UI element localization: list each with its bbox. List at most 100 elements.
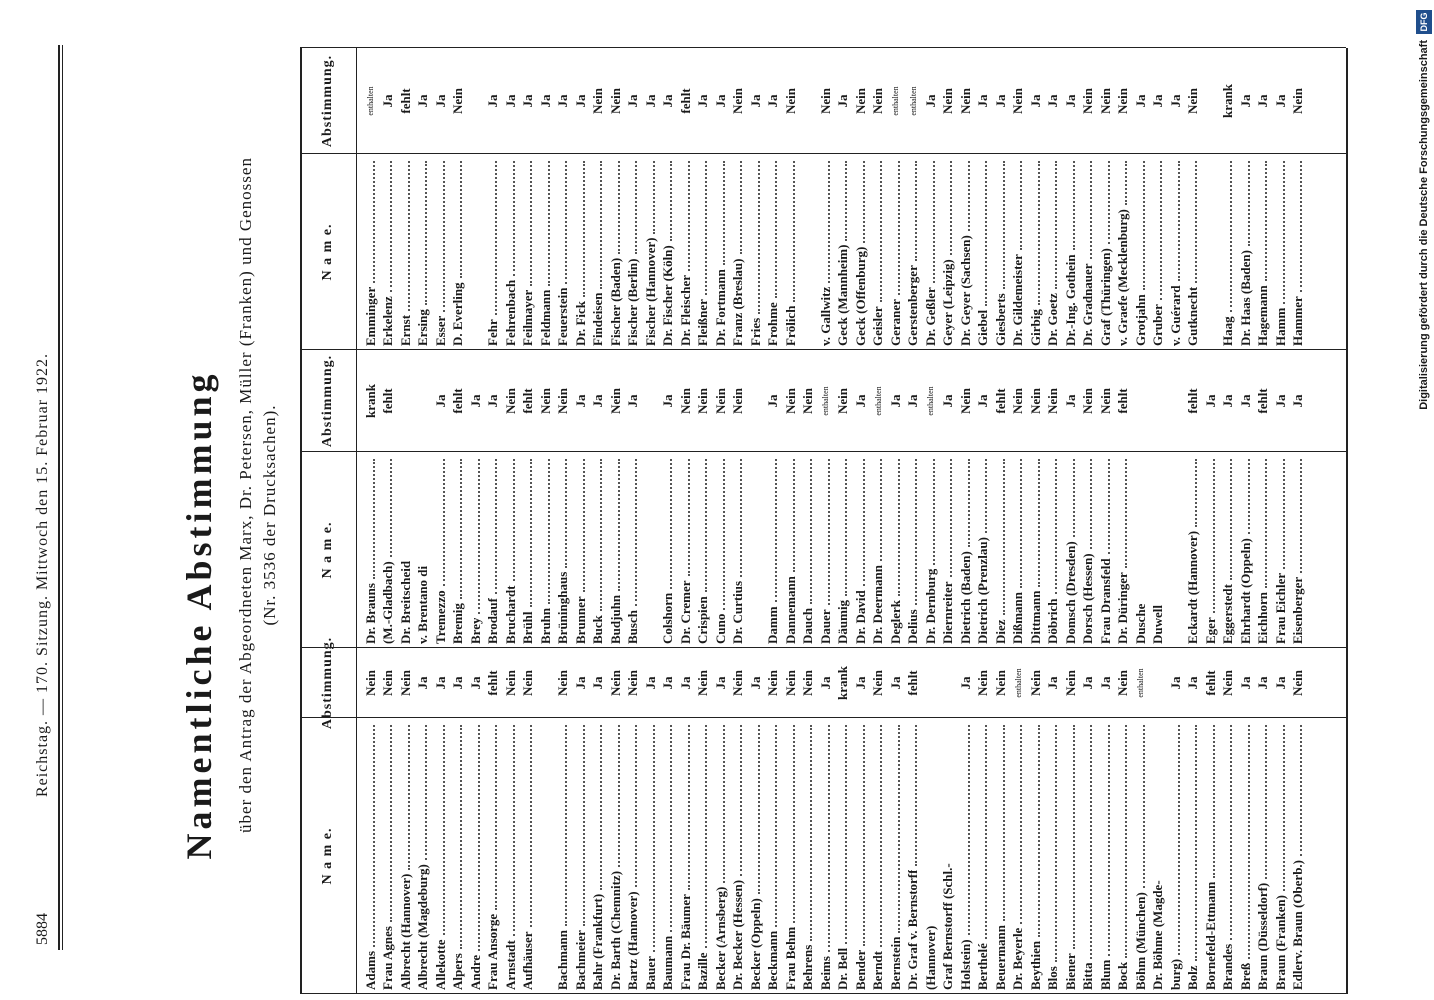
vote: Nein	[800, 388, 815, 414]
funding-note: Digitalisierung gefördert durch die Deut…	[1418, 40, 1430, 410]
dot-leader	[915, 459, 917, 606]
table-row: Erkelenz	[380, 158, 397, 346]
member-name: Bock	[1115, 961, 1130, 990]
vote: Ja	[1185, 676, 1200, 690]
dot-leader	[1072, 725, 1075, 950]
member-name: Dr. Beyerle	[1010, 927, 1025, 990]
table-row: Dr. Bell	[835, 722, 852, 990]
table-row: Dauer	[817, 456, 834, 644]
vote: fehlt	[380, 388, 395, 414]
vote: Ja	[817, 676, 833, 690]
table-row: Böhm (München)	[1132, 722, 1149, 990]
member-name: Hagemann	[1255, 285, 1270, 346]
member-name: Dr. Gradnauer	[1080, 263, 1095, 346]
table-row: Dauch	[800, 456, 817, 644]
member-name: (Hannover)	[922, 925, 938, 990]
vote: Ja	[1045, 94, 1060, 108]
vote: Ja	[572, 394, 588, 408]
table-row: Braun (Franken)	[1272, 722, 1289, 990]
dot-leader	[582, 459, 585, 593]
member-name: Bremig	[450, 603, 465, 644]
member-name: Franz (Breslau)	[730, 258, 745, 347]
vote: Ja	[1255, 676, 1270, 690]
table-row: Albrecht (Magdeburg)	[415, 722, 432, 990]
vote: Nein	[1010, 88, 1025, 114]
dot-leader	[425, 725, 427, 861]
vote: Ja	[380, 94, 395, 108]
table-row: Bernstein	[887, 722, 904, 990]
member-name: Cuno	[712, 613, 728, 644]
member-name: Dr. Graf v. Bernstorff	[905, 869, 920, 990]
vote: Nein	[607, 388, 623, 414]
table-row: Blum	[1097, 722, 1114, 990]
vote: Ja	[1272, 94, 1288, 108]
table-row: Alpers	[450, 722, 467, 990]
dot-leader	[600, 459, 602, 612]
member-name: Dr. Goetz	[1045, 293, 1060, 346]
dot-leader	[390, 161, 392, 293]
vote: Ja	[975, 394, 990, 408]
table-row: Gruber	[1150, 158, 1167, 346]
member-name: Dißmann	[1010, 591, 1025, 644]
table-row: Brunner	[572, 456, 589, 644]
dot-leader	[845, 459, 847, 596]
table-row: Dr. Deermann	[870, 456, 887, 644]
table-row: Dr. Düringer	[1115, 456, 1132, 644]
table-row: Dr. Brauns	[362, 456, 379, 644]
vote: Ja	[747, 676, 763, 690]
dot-leader	[460, 161, 462, 279]
dot-leader	[1230, 459, 1232, 581]
dot-leader	[1020, 161, 1022, 251]
dot-leader	[565, 725, 567, 927]
table-row: Giebel	[975, 158, 992, 346]
member-name: Dr. Barth (Chemnitz)	[607, 870, 623, 990]
table-row: Girbig	[1027, 158, 1044, 346]
vote: Nein	[1115, 88, 1130, 114]
table-row: Ehrhardt (Oppeln)	[1237, 456, 1254, 644]
vote: Nein	[520, 670, 535, 696]
dot-leader	[775, 725, 777, 927]
member-name: Fischer (Hannover)	[642, 237, 658, 346]
vote: Nein	[765, 670, 780, 696]
table-row: Aufhäuser	[520, 722, 537, 990]
dot-leader	[862, 725, 865, 946]
member-name: Brühl	[520, 611, 535, 644]
dot-leader	[1300, 725, 1302, 856]
table-row: Bauer	[642, 722, 659, 990]
dot-leader	[757, 725, 760, 895]
vote: Ja	[765, 94, 780, 108]
dot-leader	[967, 725, 970, 936]
dot-leader	[1002, 725, 1005, 921]
table-row: Dr. Dernburg	[922, 456, 939, 644]
member-name: Diernreiter	[940, 581, 955, 644]
dot-leader	[1090, 725, 1092, 959]
member-name: Brodauf	[485, 598, 500, 644]
member-name: Esser	[432, 315, 448, 346]
member-name: Berthelé	[975, 943, 990, 990]
vote: Nein	[1080, 388, 1095, 414]
vote: Nein	[730, 388, 745, 414]
vote: Ja	[887, 394, 903, 408]
table-row: Giesberts	[992, 158, 1009, 346]
table-row: v. Gallwitz	[817, 158, 834, 346]
member-name: Colshorn	[660, 592, 675, 644]
dot-leader	[1002, 459, 1005, 616]
table-row: Fries	[747, 158, 764, 346]
table-row: Dr. Gildemeister	[1010, 158, 1027, 346]
dot-leader	[722, 161, 725, 266]
member-name: Geck (Mannheim)	[835, 244, 850, 346]
table-row: Geyer (Leipzig)	[940, 158, 957, 346]
member-name: Fehrenbach	[502, 279, 518, 346]
vote: fehlt	[450, 388, 465, 414]
member-name: Frau Ansorge	[485, 913, 500, 990]
member-name: Braun (Düsseldorf)	[1255, 882, 1270, 990]
table-row: Eisenberger	[1290, 456, 1307, 644]
dot-leader	[547, 161, 550, 286]
dot-leader	[932, 459, 935, 565]
dot-leader	[390, 459, 392, 558]
member-name: Bachmeier	[572, 930, 588, 990]
member-name: Frau Behm	[782, 926, 798, 990]
dot-leader	[1265, 161, 1267, 282]
member-name: Dr. Deermann	[870, 565, 885, 644]
vote: enthalten	[926, 386, 935, 416]
